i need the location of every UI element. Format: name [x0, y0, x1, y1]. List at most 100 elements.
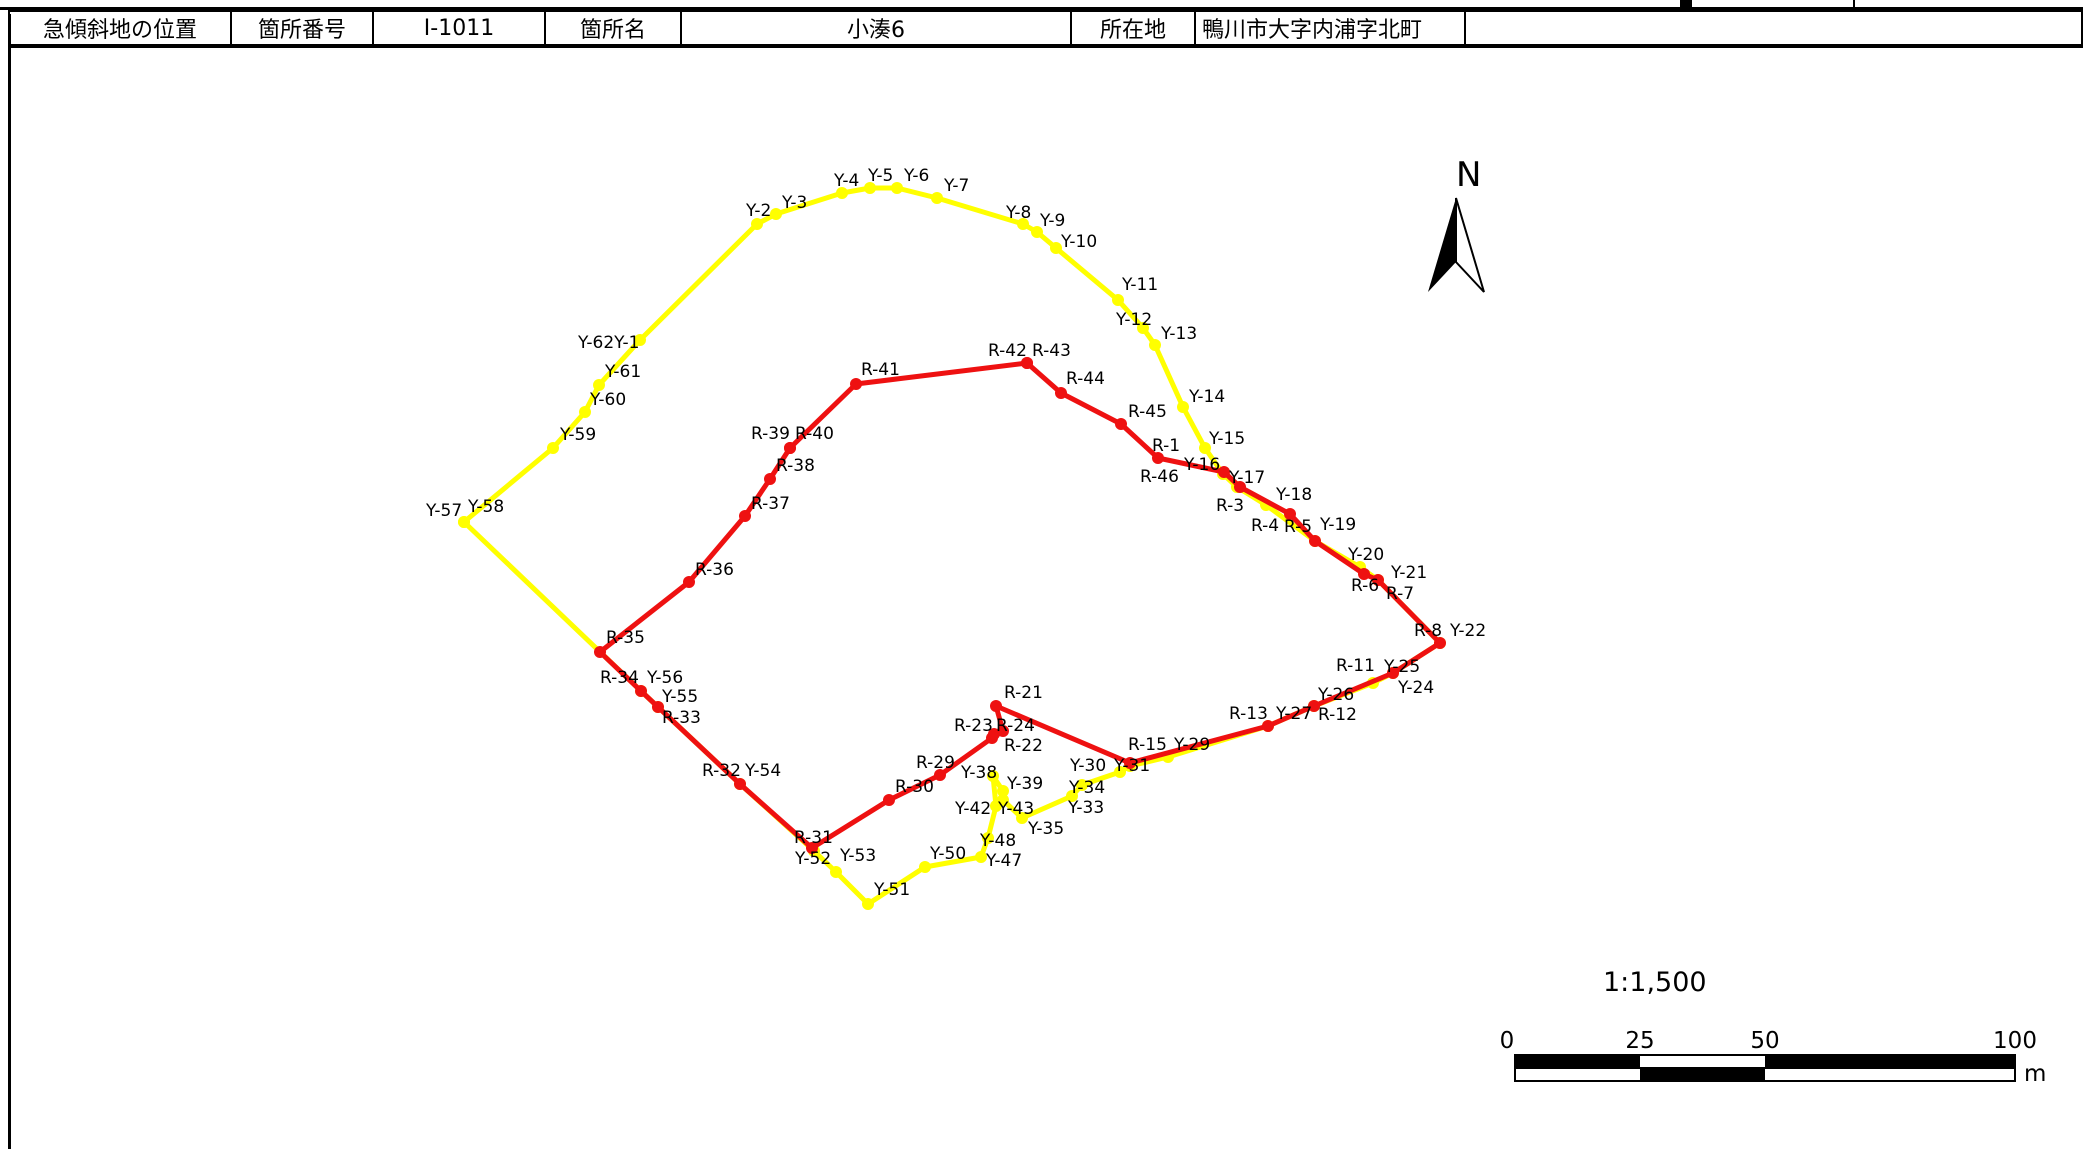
yellow-label-y-8: Y-8 [1005, 203, 1031, 223]
red-point-r-4 [1284, 508, 1296, 520]
yellow-label-y-29: Y-29 [1173, 735, 1210, 755]
yellow-point-y-59 [547, 442, 559, 454]
yellow-label-y-24: Y-24 [1397, 678, 1434, 698]
red-label-r-30: R-30 [895, 777, 934, 797]
red-point-r-46 [1218, 466, 1230, 478]
red-point-r-13 [1262, 720, 1274, 732]
point-labels: Y-62Y-1 Y-2 Y-3 Y-4 Y-5 Y-6 Y-7 Y-8 Y-9Y-10 Y-11 Y… [425, 166, 1486, 900]
red-point-r-1 [1152, 452, 1164, 464]
yellow-label-y-59: Y-59 [559, 425, 596, 445]
header-name-label: 箇所名 [544, 10, 682, 46]
yellow-point-y-51 [862, 898, 874, 910]
yellow-label-y-56: Y-56 [646, 668, 683, 688]
yellow-label-y-26: Y-26 [1317, 685, 1354, 705]
yellow-label-y-57: Y-57 [425, 501, 462, 521]
yellow-label-y-12: Y-12 [1115, 310, 1152, 330]
yellow-point-y-47 [975, 851, 987, 863]
yellow-point-y-31 [1114, 766, 1126, 778]
red-label-r-21: R-21 [1004, 683, 1043, 703]
yellow-point-y-13 [1149, 339, 1161, 351]
red-label-r-4: R-4 [1251, 516, 1279, 536]
header-number-value: I-1011 [372, 10, 546, 46]
yellow-label-y-16: Y-16 [1183, 455, 1220, 475]
yellow-label-y-33: Y-33 [1067, 798, 1104, 818]
yellow-label-y-15: Y-15 [1208, 429, 1245, 449]
yellow-point-y-34 [1076, 779, 1088, 791]
north-arrow-right-icon [1455, 197, 1485, 293]
yellow-point-y-2 [751, 218, 763, 230]
red-point-r-8 [1434, 637, 1446, 649]
red-point-r-21 [990, 700, 1002, 712]
yellow-label-y-51: Y-51 [873, 880, 910, 900]
north-arrow-left-icon [1428, 198, 1456, 292]
yellow-label-y-35: Y-35 [1027, 819, 1064, 839]
red-point-r-34 [635, 685, 647, 697]
header-table: 急傾斜地の位置 箇所番号 I-1011 箇所名 小湊6 所在地 鴨川市大字内浦字… [8, 10, 2083, 46]
red-point-r-6 [1358, 568, 1370, 580]
yellow-label-y-38: Y-38 [960, 763, 997, 783]
red-point-r-40 [784, 442, 796, 454]
red-label-r-24: R-24 [996, 716, 1035, 736]
yellow-label-y-52: Y-52 [794, 849, 831, 869]
red-label-r-29: R-29 [916, 753, 955, 773]
yellow-label-y-10: Y-10 [1060, 232, 1097, 252]
yellow-label-y-34: Y-34 [1068, 778, 1105, 798]
header-address-value: 鴨川市大字内浦字北町 [1194, 10, 1466, 46]
map-frame [8, 14, 2083, 1149]
north-label: N [1456, 155, 1481, 195]
red-label-r-8: R-8 [1414, 621, 1442, 641]
yellow-label-y-18: Y-18 [1275, 485, 1312, 505]
yellow-label-y-6: Y-6 [903, 166, 929, 186]
yellow-point-y-12 [1137, 322, 1149, 334]
yellow-label-y-27: Y-27 [1275, 704, 1312, 724]
red-point-r-36 [683, 576, 695, 588]
yellow-label-y-21: Y-21 [1390, 563, 1427, 583]
red-point-r-29 [934, 769, 946, 781]
scale-unit: m [2024, 1061, 2046, 1087]
yellow-label-y-5: Y-5 [867, 166, 893, 186]
red-point-r-24 [997, 725, 1009, 737]
yellow-boundary-line [461, 185, 1443, 907]
red-label-r-41: R-41 [861, 360, 900, 380]
red-label-r-42: R-42 [988, 341, 1027, 361]
yellow-point-y-6 [891, 182, 903, 194]
yellow-label-y-47: Y-47 [985, 851, 1022, 871]
red-label-r-33: R-33 [662, 708, 701, 728]
red-label-r-34: R-34 [600, 668, 639, 688]
yellow-point-y-11 [1112, 294, 1124, 306]
yellow-point-y-48 [982, 832, 994, 844]
yellow-point-y-8 [1017, 218, 1029, 230]
red-point-r-11 [1387, 667, 1399, 679]
red-point-r-3 [1234, 481, 1246, 493]
yellow-label-y-3: Y-3 [781, 193, 807, 213]
north-arrow: N [1428, 155, 1485, 293]
red-point-r-31 [806, 842, 818, 854]
scale-bar: 1:1,500 0 25 50 100 m [1500, 967, 2047, 1087]
red-point-r-35 [594, 646, 606, 658]
red-point-r-30 [883, 794, 895, 806]
red-point-r-12 [1308, 700, 1320, 712]
yellow-label-y-58: Y-58 [467, 497, 504, 517]
yellow-label-y-14: Y-14 [1188, 387, 1225, 407]
red-label-r-12: R-12 [1318, 705, 1357, 725]
red-point-r-5 [1309, 535, 1321, 547]
yellow-point-y-10 [1050, 242, 1062, 254]
red-point-r-7 [1372, 574, 1384, 586]
red-point-r-37 [739, 510, 751, 522]
red-point-r-15 [1124, 757, 1136, 769]
yellow-point-y-15 [1199, 442, 1211, 454]
yellow-point-y-35 [1016, 812, 1028, 824]
red-label-r-39: R-39 [751, 424, 790, 444]
scale-tick-100: 100 [1993, 1028, 2037, 1054]
yellow-point-y-3 [770, 208, 782, 220]
yellow-label-y-30: Y-30 [1069, 756, 1106, 776]
yellow-label-y-19: Y-19 [1319, 515, 1356, 535]
yellow-label-y-20: Y-20 [1347, 545, 1384, 565]
yellow-label-y-1: Y-62Y-1 [577, 333, 639, 353]
yellow-point-y-39 [997, 785, 1009, 797]
yellow-label-y-43: Y-43 [997, 799, 1034, 819]
yellow-point-y-38 [987, 770, 999, 782]
yellow-label-y-2: Y-2 [745, 201, 771, 221]
yellow-point-y-50 [919, 861, 931, 873]
header-name-value: 小湊6 [680, 10, 1072, 46]
